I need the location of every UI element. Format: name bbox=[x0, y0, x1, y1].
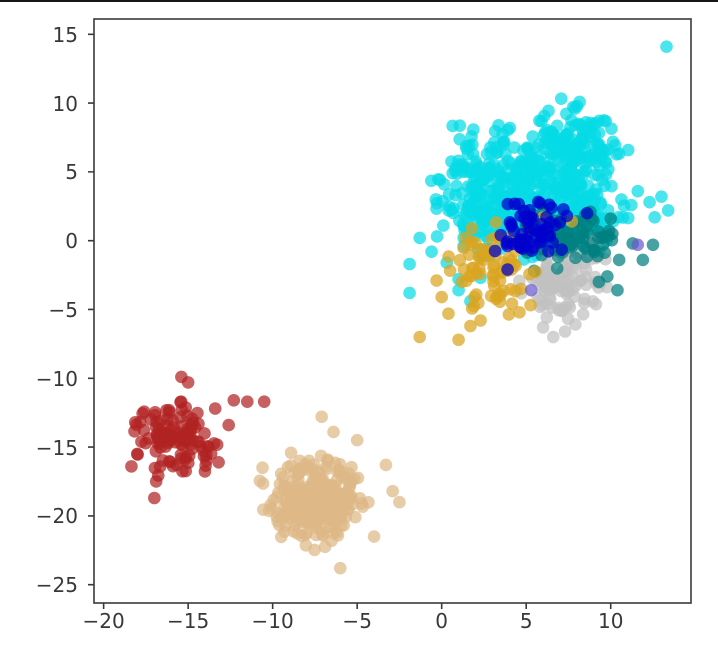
y-tick-label: −20 bbox=[35, 504, 78, 529]
y-tick-label: −10 bbox=[35, 366, 78, 391]
x-tick-label: 5 bbox=[519, 608, 533, 633]
y-tick-label: −5 bbox=[48, 297, 78, 322]
y-tick-label: 10 bbox=[52, 91, 78, 116]
x-tick-label: −15 bbox=[167, 608, 210, 633]
x-tick-label: −10 bbox=[251, 608, 294, 633]
x-tick-label: −20 bbox=[82, 608, 125, 633]
y-tick-label: 15 bbox=[52, 22, 78, 47]
y-tick-label: 5 bbox=[65, 160, 78, 185]
x-tick-label: 0 bbox=[435, 608, 449, 633]
y-tick-label: −15 bbox=[35, 435, 78, 460]
x-tick-label: −5 bbox=[342, 608, 372, 633]
y-tick-label: −25 bbox=[35, 573, 78, 598]
x-tick-label: 10 bbox=[597, 608, 624, 633]
y-tick-label: 0 bbox=[65, 229, 78, 254]
